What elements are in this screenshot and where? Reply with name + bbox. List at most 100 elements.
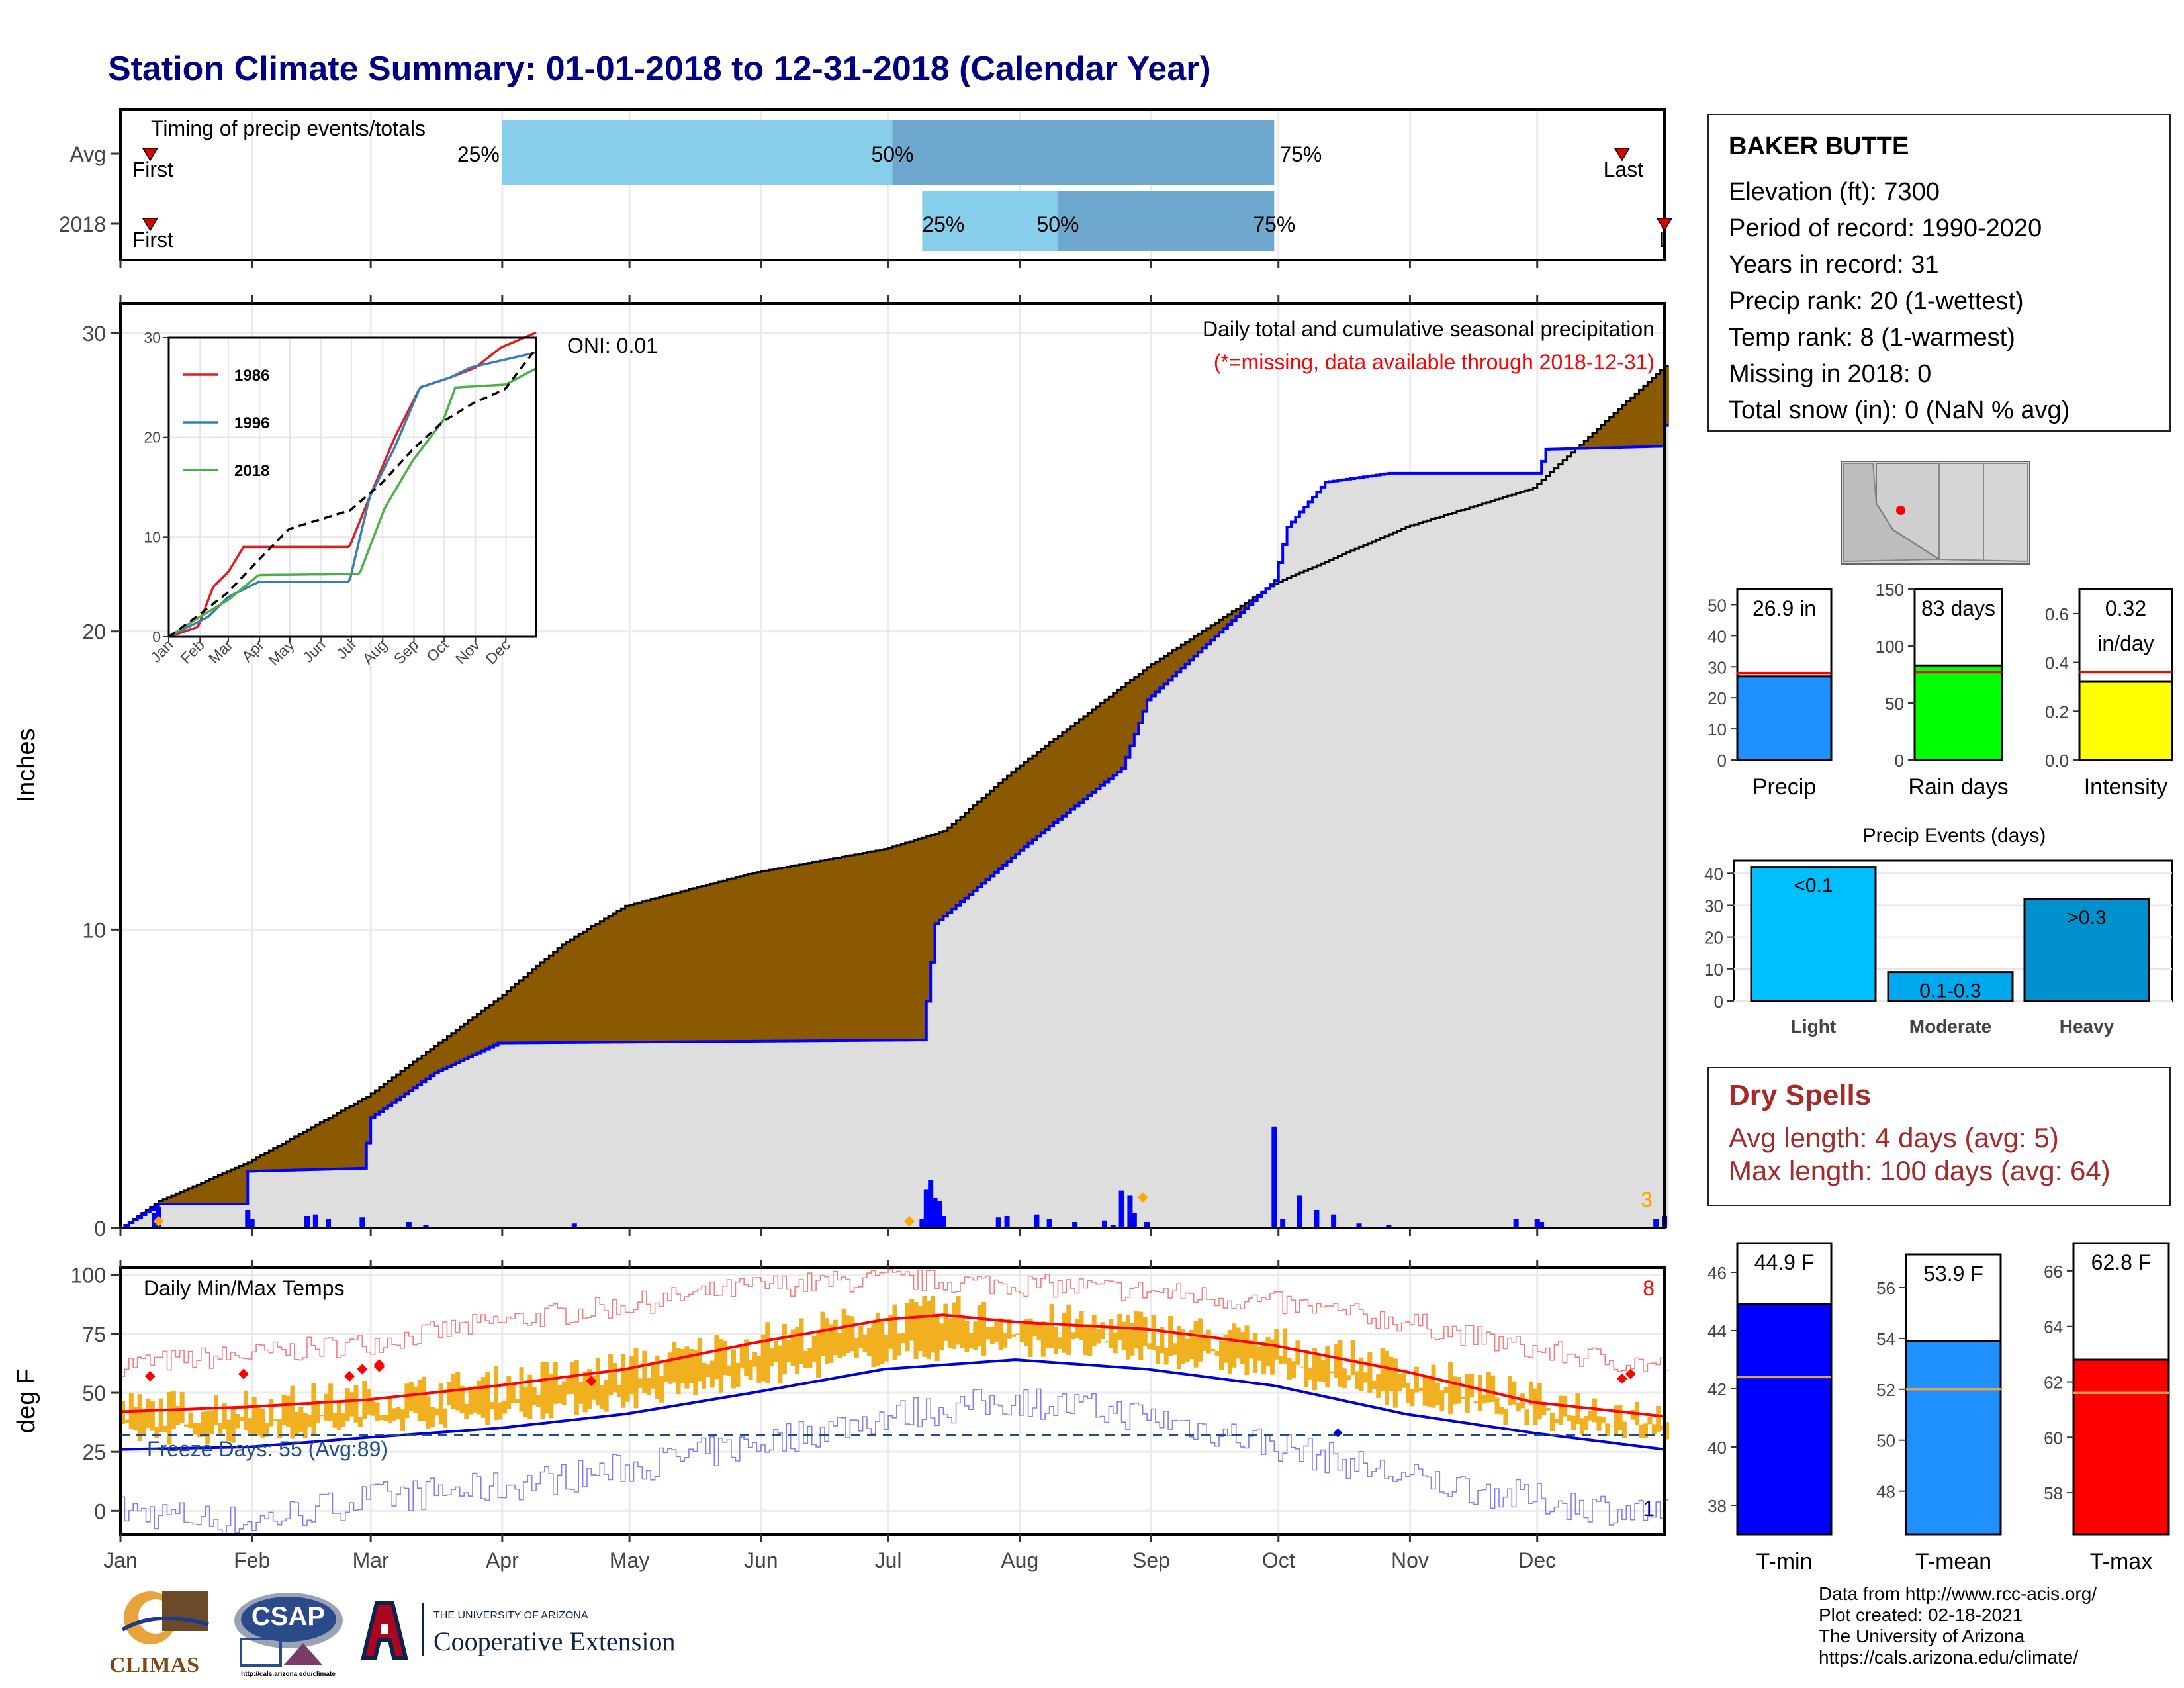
daily-precip-bar — [1034, 1214, 1040, 1228]
intensity: 0.0 0.2 0.4 0.6 0.32 in/day Intensity — [2045, 588, 2173, 800]
station-temp-rank: Temp rank: 8 (1-warmest) — [1729, 324, 2015, 352]
precip-missing-count: 3 — [1641, 1188, 1653, 1211]
tmin: 38 40 42 44 46 44.9 F T-min — [1707, 1242, 1833, 1574]
daily-precip-bar — [1653, 1219, 1659, 1228]
precip-y-tick-label: 20 — [82, 620, 106, 644]
observed-cumulative-line — [120, 424, 1669, 1229]
precip-total-y-tick-label: 50 — [1707, 595, 1727, 615]
csap-text: CSAP — [251, 1602, 326, 1631]
rain-days-value-bar — [1913, 664, 2003, 761]
intensity-y-tick-label: 0.4 — [2045, 653, 2069, 673]
timing-row-label: 2018 — [59, 212, 106, 236]
daily-precip-bar — [326, 1219, 332, 1228]
timing-first-label: First — [132, 228, 173, 252]
tmin-value-bar — [1736, 1303, 1833, 1536]
observed-cumulative-area — [120, 425, 1669, 1228]
average-cumulative-line — [120, 365, 1669, 1229]
tmax-value-bar — [2072, 1358, 2170, 1536]
average-max-temp-line — [120, 1313, 1665, 1418]
month-label: Sep — [1132, 1548, 1170, 1572]
tmin-y-tick-label: 46 — [1707, 1263, 1727, 1283]
precip-total-value-bar — [1736, 675, 1833, 761]
daily-precip-bar — [1004, 1215, 1010, 1228]
station-info-box: BAKER BUTTE Elevation (ft): 7300 Period … — [1707, 114, 2171, 432]
precip-subtitle: Daily total and cumulative seasonal prec… — [1203, 317, 1655, 341]
daily-temp-range-bars — [120, 1295, 1669, 1445]
daily-precip-bar — [928, 1180, 934, 1228]
average-min-temp-line — [120, 1358, 1665, 1451]
intensity-y-tick-label: 0.6 — [2045, 604, 2069, 624]
daily-precip-bar — [571, 1223, 577, 1228]
intensity-y-tick-label: 0.2 — [2045, 702, 2069, 722]
csap-url: http://cals.arizona.edu/climate — [241, 1671, 336, 1678]
precip-total-value-label: 26.9 in — [1752, 596, 1816, 620]
month-label: Jun — [744, 1548, 778, 1572]
temp-y-axis-label: deg F — [13, 1369, 40, 1433]
daily-precip-bar — [1118, 1190, 1124, 1228]
inset-series-line — [168, 367, 537, 638]
record-high-marker-icon — [238, 1368, 249, 1380]
missing-marker-icon — [904, 1216, 915, 1227]
tmax-y-tick-label: 58 — [2044, 1483, 2063, 1503]
deficit-area — [124, 365, 1669, 1225]
timing-frame — [119, 108, 1666, 261]
precip-total-y-tick-label: 20 — [1707, 688, 1727, 708]
first-marker-icon — [142, 218, 159, 232]
tmin-category-label: T-min — [1756, 1549, 1813, 1574]
tmean-y-tick-label: 50 — [1876, 1431, 1895, 1451]
location-map — [1841, 461, 2030, 565]
timing-q25-q50-bar — [922, 191, 1058, 251]
temp-y-tick-label: 100 — [71, 1264, 106, 1288]
tmean-y-tick-label: 48 — [1876, 1482, 1895, 1502]
dry-spells-heading: Dry Spells — [1729, 1079, 1872, 1111]
csap-cloud-icon — [234, 1593, 343, 1667]
precip-missing-note: (*=missing, data available through 2018-… — [1214, 350, 1655, 374]
record-high-marker-icon — [586, 1376, 597, 1387]
station-missing: Missing in 2018: 0 — [1729, 360, 1932, 388]
rain-days-y-tick-label: 0 — [1895, 751, 1904, 771]
precip-events-chart: Precip Events (days) 0 10 20 30 40 <0.1 Light 0.… — [1704, 825, 2173, 1037]
credits: Data from http://www.rcc-acis.org/ Plot … — [1819, 1583, 2097, 1668]
map-arizona-outline — [1876, 463, 1940, 561]
precip-total-y-tick-label: 10 — [1707, 720, 1727, 739]
oni-label: ONI: 0.01 — [567, 334, 658, 357]
timing-last-label: Last — [1659, 228, 1700, 252]
month-label: Aug — [1001, 1548, 1038, 1572]
station-elevation: Elevation (ft): 7300 — [1729, 178, 1940, 206]
daily-precip-bar — [1271, 1126, 1277, 1228]
timing-row-label: Avg — [69, 142, 106, 166]
temp-y-tick-label: 50 — [82, 1382, 106, 1405]
precip-events-title: Precip Events (days) — [1863, 825, 2046, 847]
precip-events-category-label: Moderate — [1909, 1016, 1991, 1037]
daily-precip-bar — [919, 1219, 925, 1228]
page-title: Station Climate Summary: 01-01-2018 to 1… — [108, 50, 1211, 88]
credit-url: https://cals.arizona.edu/climate/ — [1819, 1647, 2079, 1667]
daily-precip-bar — [249, 1219, 255, 1228]
climas-text: CLIMAS — [109, 1653, 200, 1677]
tmean-y-tick-label: 54 — [1876, 1329, 1895, 1349]
daily-precip-bar — [940, 1215, 946, 1228]
precip-total-y-tick-label: 40 — [1707, 626, 1727, 646]
daily-precip-bar — [1131, 1213, 1137, 1228]
daily-precip-bar — [936, 1201, 942, 1228]
inset-series-line — [168, 351, 537, 638]
tmin-y-tick-label: 40 — [1707, 1438, 1727, 1458]
intensity-value-label: 0.32 — [2105, 596, 2146, 620]
rain-days-y-tick-label: 150 — [1876, 580, 1904, 600]
temp-panel-title: Daily Min/Max Temps — [144, 1276, 344, 1300]
month-label: Dec — [1518, 1548, 1556, 1572]
temp-record-low-count: 1 — [1643, 1497, 1655, 1521]
inset-series-line — [168, 331, 537, 638]
precip-events-y-tick-label: 40 — [1704, 864, 1723, 884]
temp-y-tick-label: 75 — [82, 1323, 106, 1346]
ua-cooperative-extension-logo: THE UNIVERSITY OF ARIZONA Cooperative Ex… — [361, 1601, 731, 1667]
dry-spells-avg: Avg length: 4 days (avg: 5) — [1729, 1122, 2059, 1153]
tmean-y-tick-label: 56 — [1876, 1278, 1895, 1298]
daily-precip-bar — [359, 1217, 365, 1228]
timing-q50-label: 50% — [1036, 212, 1079, 236]
daily-precip-bar — [1072, 1221, 1078, 1228]
record-low-marker-icon — [1333, 1428, 1343, 1438]
precip-events-bar — [1750, 866, 1877, 1002]
tmax: 58 60 62 64 66 62.8 F T-max — [2044, 1242, 2170, 1574]
